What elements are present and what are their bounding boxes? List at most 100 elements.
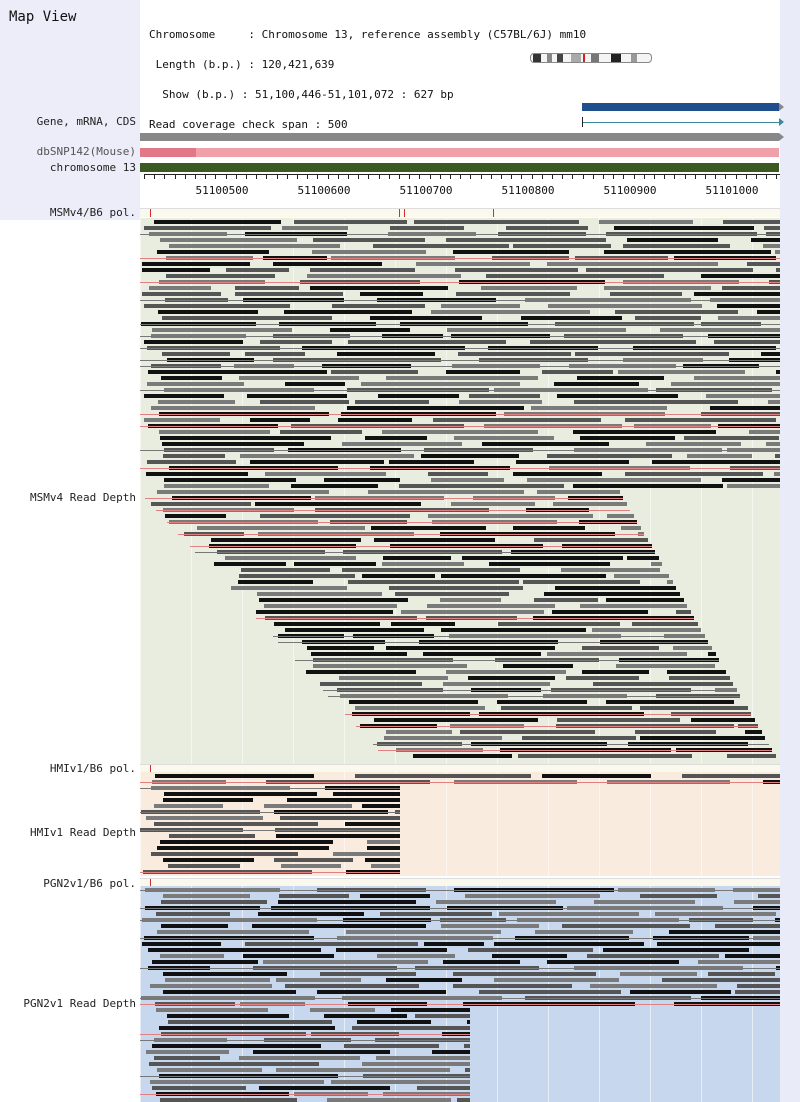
axis-tick xyxy=(460,174,461,179)
left-sidebar xyxy=(0,0,140,220)
read-segment xyxy=(144,394,224,398)
read-segment xyxy=(158,310,258,314)
hmi-pol-track[interactable] xyxy=(140,764,780,773)
read-segment xyxy=(238,580,313,584)
snp-track[interactable] xyxy=(140,148,779,157)
read-segment xyxy=(197,526,365,530)
read-segment xyxy=(160,840,333,844)
read-segment xyxy=(431,478,504,482)
read-link xyxy=(156,510,630,511)
hmi-read-depth-panel[interactable] xyxy=(140,772,780,876)
read-segment xyxy=(156,1008,268,1012)
read-segment xyxy=(231,586,347,590)
read-segment xyxy=(324,1014,407,1018)
read-segment xyxy=(534,598,598,602)
chrom-track[interactable] xyxy=(140,163,779,172)
axis-tick xyxy=(654,174,655,179)
read-segment xyxy=(460,730,595,734)
read-segment xyxy=(355,400,429,404)
read-link xyxy=(167,522,637,523)
mrna-line[interactable] xyxy=(582,122,779,123)
read-segment xyxy=(389,460,474,464)
read-segment xyxy=(239,376,359,380)
read-segment xyxy=(535,930,633,934)
read-link xyxy=(140,258,780,259)
read-segment xyxy=(627,556,659,560)
read-segment xyxy=(521,316,622,320)
axis-tick xyxy=(603,174,604,179)
read-segment xyxy=(547,262,718,266)
read-segment xyxy=(415,1014,470,1018)
read-segment xyxy=(447,328,626,332)
pgn-pol-track[interactable] xyxy=(140,878,780,887)
axis-tick xyxy=(175,174,176,179)
read-segment xyxy=(313,238,425,242)
read-segment xyxy=(257,592,382,596)
mrna-start-tick xyxy=(582,117,583,127)
read-segment xyxy=(284,310,412,314)
info-block: Chromosome : Chromosome 13, reference as… xyxy=(149,10,586,140)
read-segment xyxy=(421,454,519,458)
read-segment xyxy=(278,900,416,904)
read-segment xyxy=(575,352,729,356)
read-segment xyxy=(258,912,364,916)
read-link xyxy=(140,788,400,789)
read-segment xyxy=(446,670,566,674)
read-segment xyxy=(161,900,267,904)
read-link xyxy=(190,546,652,547)
read-segment xyxy=(737,984,780,988)
read-link xyxy=(295,660,719,661)
axis-tick xyxy=(338,174,339,179)
pgn-read-depth-panel[interactable] xyxy=(140,886,780,1102)
read-segment xyxy=(280,816,400,820)
axis-tick-label-2: 51100600 xyxy=(297,184,351,197)
read-segment xyxy=(362,1062,470,1066)
read-segment xyxy=(501,706,632,710)
read-segment xyxy=(345,822,400,826)
read-segment xyxy=(499,912,639,916)
grid-line xyxy=(497,772,498,876)
read-segment xyxy=(160,436,331,440)
hmi-pol-label: HMIv1/B6 pol. xyxy=(49,762,136,775)
pol-mark xyxy=(150,765,151,773)
chromosome-ideogram[interactable] xyxy=(530,53,652,63)
read-segment xyxy=(630,990,731,994)
read-link xyxy=(373,744,769,745)
read-segment xyxy=(513,244,611,248)
axis-tick xyxy=(317,174,318,179)
read-segment xyxy=(157,250,269,254)
read-segment xyxy=(632,622,698,626)
axis-tick xyxy=(593,174,594,179)
read-segment xyxy=(453,250,569,254)
read-segment xyxy=(725,954,780,958)
read-link xyxy=(140,234,780,235)
msm-pol-track[interactable] xyxy=(140,208,780,217)
read-link xyxy=(140,812,400,813)
read-segment xyxy=(152,1044,321,1048)
read-segment xyxy=(763,244,780,248)
gene-track[interactable] xyxy=(582,103,779,111)
axis-tick xyxy=(328,174,329,179)
read-segment xyxy=(428,514,593,518)
grid-line xyxy=(548,886,549,1102)
grid-line xyxy=(242,886,243,1102)
msm-read-depth-panel[interactable] xyxy=(140,218,780,766)
read-segment xyxy=(687,454,752,458)
read-segment xyxy=(384,736,502,740)
read-segment xyxy=(710,406,780,410)
cds-track[interactable] xyxy=(140,133,779,141)
read-segment xyxy=(226,268,289,272)
read-segment xyxy=(333,792,400,796)
read-segment xyxy=(667,580,673,584)
read-segment xyxy=(443,682,550,686)
read-segment xyxy=(553,502,627,506)
read-segment xyxy=(367,840,400,844)
read-segment xyxy=(441,574,606,578)
read-segment xyxy=(235,286,299,290)
read-segment xyxy=(391,622,455,626)
read-segment xyxy=(587,954,719,958)
read-segment xyxy=(374,538,495,542)
read-segment xyxy=(360,894,430,898)
read-segment xyxy=(456,292,570,296)
right-gutter xyxy=(780,0,800,1102)
